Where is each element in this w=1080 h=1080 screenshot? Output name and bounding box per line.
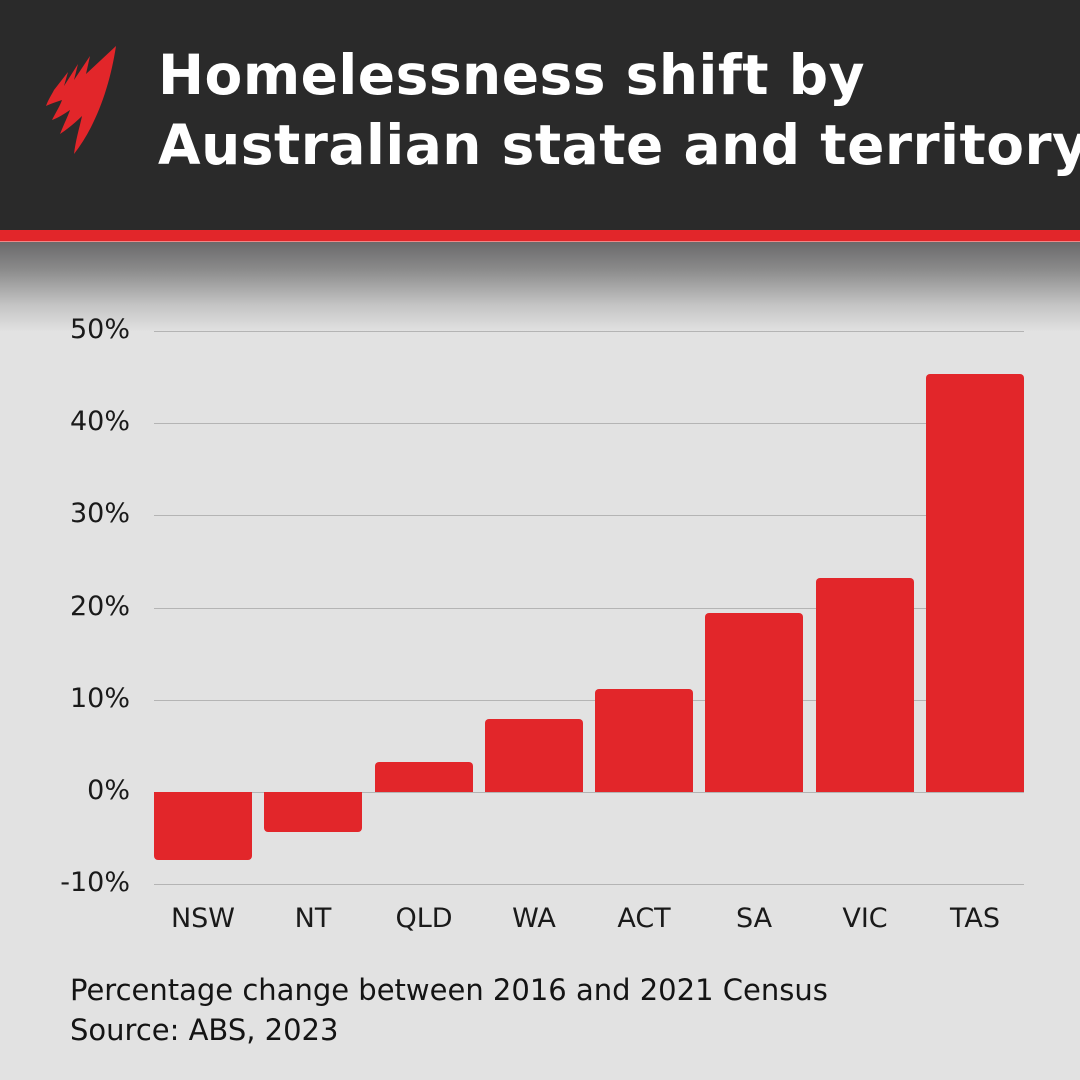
x-axis-tick-label: QLD [395, 903, 453, 934]
x-axis-tick-label: ACT [617, 903, 671, 934]
gridline [154, 423, 1024, 424]
title-line-2: Australian state and territory [158, 113, 1080, 177]
chart-footer: Percentage change between 2016 and 2021 … [70, 970, 828, 1050]
y-axis-tick-label: 20% [69, 591, 130, 622]
bar-sa [705, 613, 803, 792]
bar-wa [485, 719, 583, 792]
x-axis-tick-label: SA [735, 903, 773, 934]
header-fade [0, 242, 1080, 332]
x-axis-tick-label: WA [512, 903, 556, 934]
y-axis-tick-label: -10% [60, 867, 130, 898]
gridline [154, 608, 1024, 609]
accent-band [0, 230, 1080, 242]
x-axis-tick-label: NT [294, 903, 332, 934]
chart-source: Source: ABS, 2023 [70, 1013, 339, 1047]
title-line-1: Homelessness shift by [158, 43, 865, 107]
gridline [154, 700, 1024, 701]
gridline [154, 331, 1024, 332]
y-axis-tick-label: 0% [87, 775, 130, 806]
y-axis-tick-label: 40% [69, 406, 130, 437]
bar-nsw [154, 792, 252, 860]
gridline [154, 792, 1024, 793]
x-axis-tick-label: VIC [842, 903, 888, 934]
y-axis-tick-label: 10% [69, 683, 130, 714]
gridline [154, 515, 1024, 516]
chart-note: Percentage change between 2016 and 2021 … [70, 973, 828, 1007]
chart-title: Homelessness shift by Australian state a… [158, 40, 1080, 180]
bar-vic [816, 578, 914, 792]
y-axis-tick-label: 30% [69, 498, 130, 529]
bar-tas [926, 374, 1024, 792]
header [0, 0, 1080, 230]
x-axis-tick-label: TAS [949, 903, 1000, 934]
sbs-logo-icon [46, 46, 116, 154]
bar-act [595, 689, 693, 792]
bar-qld [375, 762, 473, 792]
gridline [154, 884, 1024, 885]
y-axis-tick-label: 50% [69, 314, 130, 345]
bar-nt [264, 792, 362, 832]
x-axis-tick-label: NSW [170, 903, 236, 934]
